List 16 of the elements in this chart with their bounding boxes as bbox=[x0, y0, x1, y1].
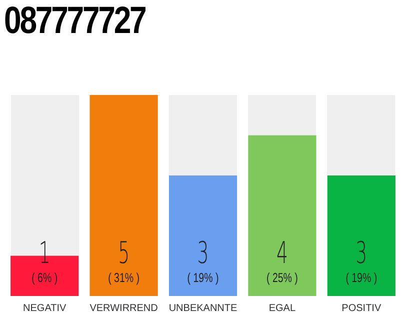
data-label: 3 bbox=[356, 235, 368, 270]
annotation: ( 19% ) bbox=[346, 272, 378, 286]
data-label: 3 bbox=[197, 235, 209, 270]
annotation: ( 6% ) bbox=[32, 272, 58, 286]
annotation: ( 25% ) bbox=[266, 272, 298, 286]
x-tick-label: EGAL bbox=[268, 302, 296, 314]
data-label: 4 bbox=[276, 235, 288, 270]
bar bbox=[90, 95, 158, 296]
annotation: ( 19% ) bbox=[187, 272, 219, 286]
x-tick-label: NEGATIV bbox=[23, 302, 67, 314]
x-tick-label: POSITIV bbox=[342, 302, 382, 314]
annotation: ( 31% ) bbox=[108, 272, 140, 286]
x-tick-label: UNBEKANNTE bbox=[168, 302, 238, 314]
data-label: 5 bbox=[118, 235, 130, 270]
x-tick-label: VERWIRREND bbox=[90, 302, 158, 314]
chart-title: 087777727 bbox=[4, 0, 146, 43]
